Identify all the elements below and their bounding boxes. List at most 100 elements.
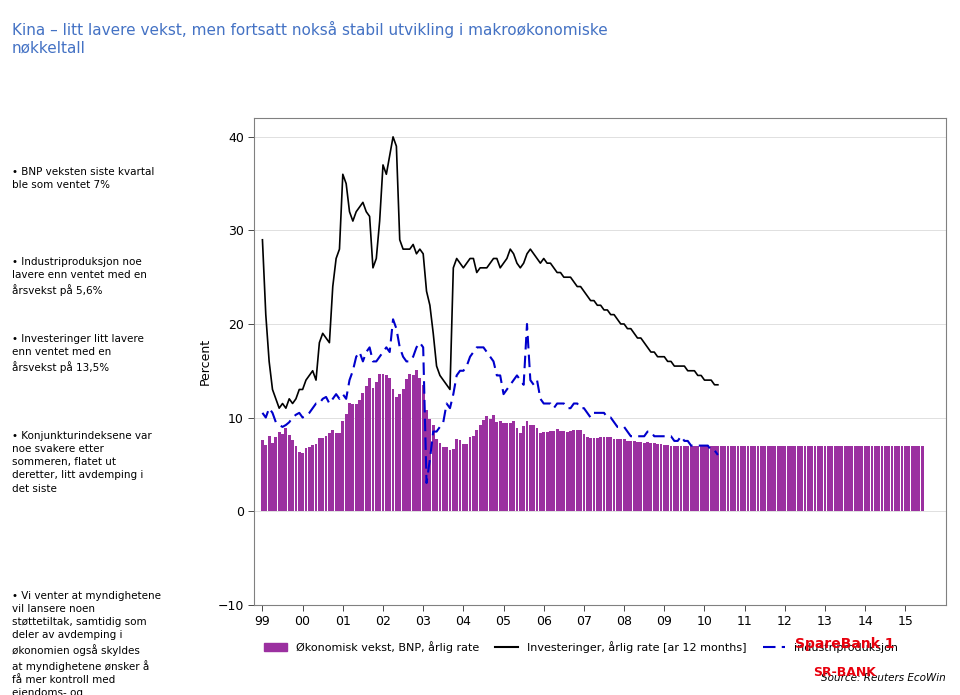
Bar bbox=[576, 430, 579, 511]
Bar bbox=[827, 445, 829, 511]
Bar bbox=[646, 442, 649, 511]
Bar bbox=[817, 445, 820, 511]
Bar bbox=[338, 432, 341, 511]
Bar bbox=[683, 445, 685, 511]
Bar bbox=[425, 410, 428, 511]
Bar bbox=[482, 420, 485, 511]
Bar bbox=[362, 393, 365, 511]
Bar bbox=[261, 440, 264, 511]
Bar bbox=[787, 445, 790, 511]
Bar bbox=[549, 431, 552, 511]
Bar bbox=[599, 437, 602, 511]
Bar bbox=[689, 445, 692, 511]
Bar bbox=[840, 445, 843, 511]
Bar bbox=[563, 431, 565, 511]
Bar bbox=[880, 445, 883, 511]
Text: Kina – litt lavere vekst, men fortsatt nokså stabil utvikling i makroøkonomiske
: Kina – litt lavere vekst, men fortsatt n… bbox=[12, 21, 608, 56]
Bar bbox=[720, 445, 723, 511]
Bar bbox=[801, 445, 803, 511]
Bar bbox=[489, 419, 492, 511]
Bar bbox=[479, 425, 482, 511]
Bar bbox=[904, 445, 907, 511]
Bar bbox=[536, 428, 539, 511]
Bar bbox=[301, 453, 304, 511]
Bar bbox=[911, 445, 914, 511]
Bar bbox=[395, 397, 397, 511]
Bar bbox=[308, 448, 311, 511]
Bar bbox=[324, 436, 327, 511]
Bar bbox=[281, 434, 284, 511]
Bar bbox=[709, 445, 712, 511]
Bar bbox=[318, 438, 321, 511]
Bar bbox=[676, 445, 679, 511]
Bar bbox=[355, 404, 358, 511]
Bar bbox=[907, 445, 910, 511]
Bar bbox=[442, 446, 444, 511]
Bar bbox=[398, 394, 401, 511]
Bar bbox=[810, 445, 813, 511]
Bar bbox=[284, 428, 287, 511]
Bar bbox=[763, 445, 766, 511]
Bar bbox=[693, 445, 696, 511]
Bar bbox=[851, 445, 853, 511]
Bar bbox=[700, 445, 703, 511]
Bar bbox=[696, 445, 699, 511]
Bar bbox=[298, 452, 300, 511]
Bar bbox=[586, 437, 588, 511]
Bar bbox=[804, 445, 806, 511]
Bar bbox=[358, 400, 361, 511]
Bar bbox=[754, 445, 756, 511]
Bar bbox=[727, 445, 730, 511]
Text: • Investeringer litt lavere
enn ventet med en
årsvekst på 13,5%: • Investeringer litt lavere enn ventet m… bbox=[12, 334, 144, 373]
Bar bbox=[653, 443, 656, 511]
Bar bbox=[680, 445, 683, 511]
Bar bbox=[372, 388, 374, 511]
Bar bbox=[864, 445, 867, 511]
Bar bbox=[747, 445, 750, 511]
Bar bbox=[596, 438, 599, 511]
Bar bbox=[723, 445, 726, 511]
Bar bbox=[847, 445, 850, 511]
Bar bbox=[569, 431, 572, 511]
Bar bbox=[733, 445, 736, 511]
Bar bbox=[448, 450, 451, 511]
Bar bbox=[891, 445, 894, 511]
Bar bbox=[552, 431, 555, 511]
Bar bbox=[894, 445, 897, 511]
Bar bbox=[633, 441, 636, 511]
Bar bbox=[743, 445, 746, 511]
Bar bbox=[716, 445, 719, 511]
Bar bbox=[271, 443, 274, 511]
Bar bbox=[713, 445, 716, 511]
Text: SR-BANK: SR-BANK bbox=[813, 666, 876, 679]
Bar bbox=[730, 445, 732, 511]
Bar bbox=[499, 421, 502, 511]
Bar bbox=[506, 423, 509, 511]
Bar bbox=[616, 439, 619, 511]
Bar bbox=[559, 431, 562, 511]
Bar bbox=[295, 445, 298, 511]
Bar bbox=[790, 445, 793, 511]
Bar bbox=[539, 432, 541, 511]
Bar bbox=[435, 439, 438, 511]
Bar bbox=[545, 432, 548, 511]
Bar bbox=[439, 443, 442, 511]
Bar bbox=[837, 445, 840, 511]
Bar bbox=[518, 432, 521, 511]
Bar bbox=[388, 378, 391, 511]
Bar bbox=[369, 378, 371, 511]
Bar bbox=[887, 445, 890, 511]
Bar bbox=[813, 445, 816, 511]
Bar bbox=[455, 439, 458, 511]
Bar bbox=[472, 436, 475, 511]
Bar bbox=[542, 432, 545, 511]
Bar bbox=[335, 434, 338, 511]
Bar bbox=[623, 439, 626, 511]
Bar bbox=[666, 445, 669, 511]
Text: Source: Reuters EcoWin: Source: Reuters EcoWin bbox=[821, 673, 946, 682]
Bar bbox=[345, 414, 348, 511]
Bar bbox=[331, 430, 334, 511]
Bar bbox=[643, 443, 646, 511]
Bar bbox=[502, 423, 505, 511]
Bar bbox=[860, 445, 863, 511]
